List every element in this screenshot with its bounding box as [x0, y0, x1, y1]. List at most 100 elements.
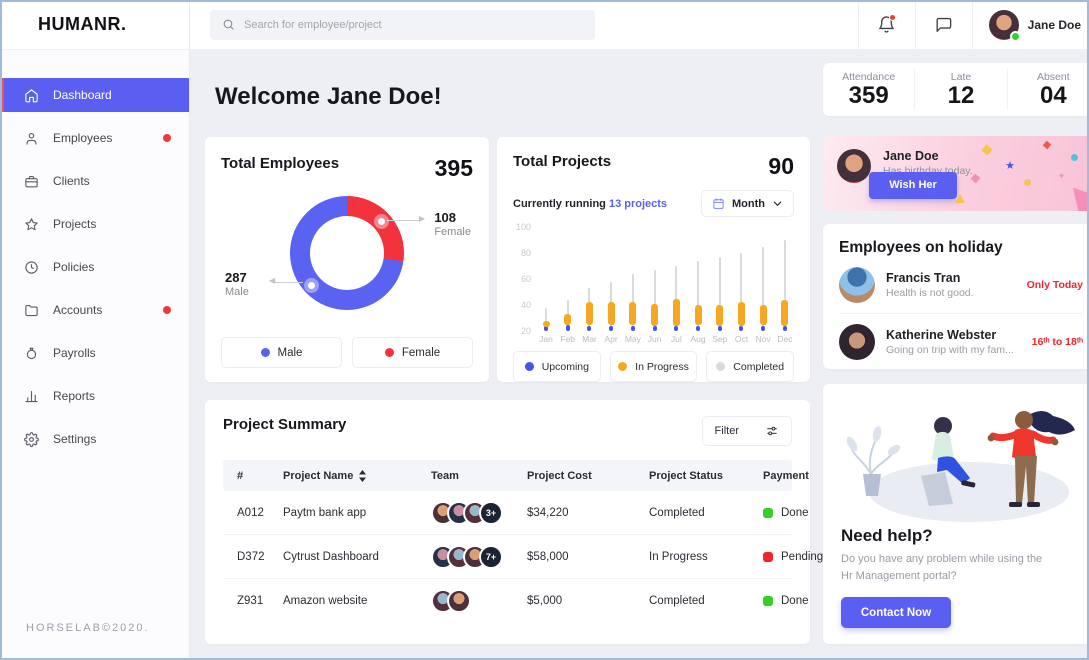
- male-dot: [260, 348, 270, 357]
- upcoming-dot: [524, 362, 534, 371]
- card-title: Project Summary: [223, 416, 347, 433]
- project-status: Completed: [649, 595, 705, 607]
- stat-attendance: Attendance 359: [842, 71, 896, 110]
- chart-month-column: Apr: [605, 227, 618, 344]
- holiday-entry: Katherine Webster Going on trip with my …: [839, 314, 1083, 370]
- sidebar-item-dashboard[interactable]: Dashboard: [0, 78, 189, 112]
- total-projects-value: 90: [768, 153, 794, 179]
- welcome-bold: Welcome: [215, 83, 320, 110]
- running-projects-link[interactable]: 13 projects: [608, 197, 668, 210]
- contact-now-button[interactable]: Contact Now: [841, 597, 951, 628]
- wish-her-button[interactable]: Wish Her: [869, 171, 957, 199]
- sidebar-item-policies[interactable]: Policies: [0, 250, 189, 284]
- chat-icon: [936, 17, 952, 32]
- gear-icon: [24, 431, 39, 447]
- project-name: Amazon website: [283, 595, 368, 607]
- period-dropdown[interactable]: Month: [701, 190, 794, 217]
- user-menu[interactable]: Jane Doe: [971, 0, 1089, 50]
- card-title: Total Projects: [513, 153, 612, 170]
- avatar: [988, 9, 1021, 42]
- project-status: Completed: [649, 506, 705, 519]
- help-text: Do you have any problem while using the …: [841, 552, 1043, 582]
- birthday-card: Jane Doe Has birthday today. Wish Her ★ …: [823, 135, 1089, 211]
- payment-status-square: [763, 596, 773, 606]
- briefcase-icon: [25, 175, 38, 187]
- bell-icon: [879, 16, 895, 33]
- callout-female: 108 Female: [434, 210, 471, 239]
- copyright-text: HORSELAB©2020.: [26, 622, 150, 634]
- legend-completed-button[interactable]: Completed: [706, 351, 795, 382]
- notification-dot: [163, 306, 171, 314]
- home-icon: [25, 88, 38, 102]
- search-bar: [210, 9, 595, 40]
- sidebar-item-label: Clients: [53, 174, 90, 188]
- table-row: Z931 Amazon website $5,000 Completed: [223, 579, 809, 623]
- sidebar-item-employees[interactable]: Employees: [0, 121, 189, 155]
- team-extra-badge: 3+: [479, 500, 503, 525]
- project-status: In Progress: [649, 550, 708, 563]
- team-avatars: 7+: [431, 544, 527, 569]
- projects-chart: 100 80 60 40 20 Jan Feb Mar Apr May Jun Jul Aug Sep O…: [513, 222, 794, 344]
- topbar: Jane Doe: [190, 0, 1089, 50]
- chart-month-column: Aug: [690, 227, 706, 344]
- birthday-name: Jane Doe: [883, 148, 939, 163]
- sort-by-name[interactable]: Project Name: [283, 469, 431, 482]
- sidebar-item-accounts[interactable]: Accounts: [0, 293, 189, 327]
- total-employees-card: Total Employees 395 ▶ 108: [205, 137, 489, 382]
- project-id: D372: [237, 550, 265, 563]
- folder-icon: [25, 304, 38, 316]
- search-input[interactable]: [244, 18, 583, 31]
- legend-upcoming-button[interactable]: Upcoming: [513, 351, 601, 382]
- sidebar-item-reports[interactable]: Reports: [0, 379, 189, 413]
- sidebar-item-projects[interactable]: Projects: [0, 207, 189, 241]
- table-row: D372 Cytrust Dashboard 7+ $58,000 In Pro…: [223, 535, 823, 579]
- page-title: Welcome Jane Doe!: [215, 83, 810, 111]
- chevron-down-icon: [773, 201, 782, 206]
- project-name: Paytm bank app: [283, 506, 367, 519]
- notifications-button[interactable]: [857, 0, 915, 50]
- sidebar-item-label: Accounts: [53, 303, 103, 317]
- card-title: Total Employees: [221, 155, 340, 172]
- currently-running-text: Currently running 13 projects: [513, 197, 668, 210]
- calendar-icon: [713, 198, 724, 209]
- stat-late: Late 12: [914, 69, 1006, 110]
- sidebar-item-payrolls[interactable]: Payrolls: [0, 336, 189, 370]
- sidebar: HUMANR. Dashboard Employees Clients Proj…: [0, 0, 190, 660]
- chart-month-column: Jul: [671, 227, 682, 344]
- welcome-name: Jane Doe!: [326, 83, 442, 110]
- search-icon: [223, 19, 234, 30]
- chart-month-column: Nov: [756, 227, 771, 344]
- sidebar-item-settings[interactable]: Settings: [0, 422, 189, 456]
- employees-on-holiday-card: Employees on holiday Francis Tran Health…: [823, 223, 1089, 370]
- total-projects-card: Total Projects 90 Currently running 13 p…: [497, 137, 810, 382]
- legend-in-progress-button[interactable]: In Progress: [609, 351, 698, 382]
- money-bag-icon: [26, 347, 37, 359]
- sidebar-item-label: Payrolls: [53, 346, 96, 360]
- payment-status-square: [763, 551, 773, 562]
- sidebar-item-clients[interactable]: Clients: [0, 164, 189, 198]
- chart-month-column: Mar: [582, 227, 597, 344]
- project-id: A012: [237, 506, 264, 519]
- legend-female-button[interactable]: Female: [352, 337, 473, 368]
- chart-month-column: Dec: [777, 227, 792, 344]
- filter-button[interactable]: Filter: [701, 416, 792, 446]
- project-name: Cytrust Dashboard: [283, 550, 379, 563]
- chart-month-column: Jun: [648, 227, 661, 344]
- chart-month-column: Feb: [560, 227, 575, 344]
- user-icon: [26, 132, 37, 145]
- sliders-icon: [767, 426, 777, 436]
- messages-button[interactable]: [914, 0, 972, 50]
- notification-dot: [163, 134, 171, 142]
- chart-month-column: Sep: [712, 227, 727, 344]
- payment-status-square: [763, 507, 773, 518]
- table-row: A012 Paytm bank app 3+ $34,220 Completed: [223, 491, 809, 535]
- holiday-entry: Francis Tran Health is not good. Only To…: [839, 257, 1083, 314]
- chart-month-column: Oct: [735, 227, 748, 344]
- legend-male-button[interactable]: Male: [221, 337, 342, 368]
- sidebar-item-label: Dashboard: [53, 88, 112, 102]
- donut-marker-female: [374, 214, 389, 229]
- avatar: [839, 266, 875, 303]
- sidebar-item-label: Settings: [53, 432, 97, 446]
- sidebar-nav: Dashboard Employees Clients Projects Pol…: [0, 50, 189, 622]
